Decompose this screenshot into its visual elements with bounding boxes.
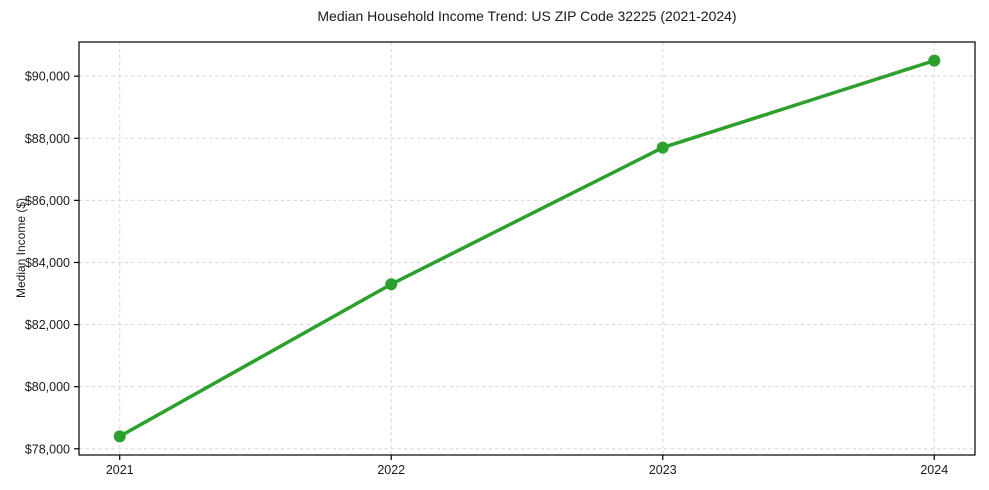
data-point-2024 — [928, 54, 941, 67]
x-tick-label: 2024 — [920, 463, 948, 477]
y-tick-label: $78,000 — [25, 442, 70, 456]
x-tick-label: 2022 — [377, 463, 405, 477]
axes-spines — [78, 41, 976, 456]
y-tick-label: $90,000 — [25, 70, 70, 84]
x-tick-label: 2023 — [649, 463, 677, 477]
chart-title: Median Household Income Trend: US ZIP Co… — [317, 8, 737, 24]
data-point-2023 — [656, 141, 669, 154]
data-point-2022 — [385, 278, 398, 291]
trend-line — [117, 58, 937, 439]
data-point-2021 — [113, 430, 126, 443]
y-tick-label: $84,000 — [25, 256, 70, 270]
y-tick-label: $88,000 — [25, 132, 70, 146]
x-tick-label: 2021 — [106, 463, 134, 477]
y-tick-label: $80,000 — [25, 380, 70, 394]
y-tick-label: $86,000 — [25, 194, 70, 208]
y-tick-label: $82,000 — [25, 318, 70, 332]
